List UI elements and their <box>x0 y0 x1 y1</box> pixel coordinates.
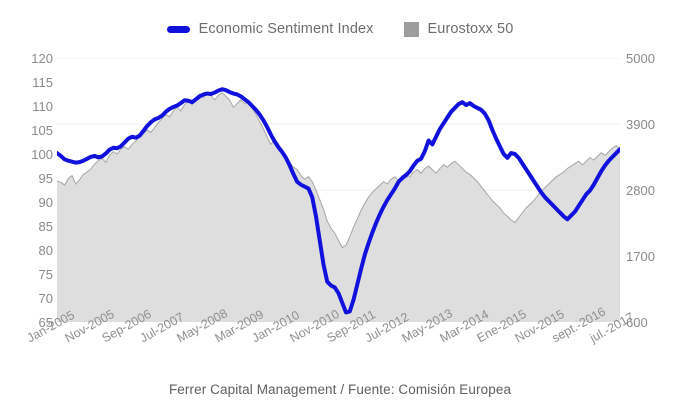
y-axis-left: 65 70 75 80 85 90 95 100 105 110 115 120 <box>9 52 53 329</box>
eurostoxx-area-series <box>57 92 620 322</box>
square-swatch-icon <box>403 21 419 37</box>
plot-area <box>57 58 620 322</box>
economic-sentiment-line-series <box>57 87 620 315</box>
y-axis-right-tick-label: 1700 <box>626 248 655 264</box>
y-axis-left-tick-label: 70 <box>38 290 53 306</box>
x-axis: Jan-2005 Nov-2005 Sep-2006 Jul-2007 May-2008… <box>0 304 680 382</box>
y-axis-left-tick-label: 115 <box>32 74 53 90</box>
legend-label-eurostoxx-50: Eurostoxx 50 <box>427 21 514 37</box>
legend-item-economic-sentiment-index[interactable]: Economic Sentiment Index <box>166 21 374 37</box>
line-swatch-icon <box>166 25 190 33</box>
legend-label-economic-sentiment-index: Economic Sentiment Index <box>198 21 374 37</box>
chart-svg <box>57 58 620 322</box>
y-axis-right: 600 1700 2800 3900 5000 <box>626 52 674 329</box>
y-axis-left-tick-label: 90 <box>38 194 53 210</box>
y-axis-right-tick-label: 5000 <box>626 50 655 66</box>
y-axis-left-tick-label: 75 <box>38 266 53 282</box>
y-axis-left-tick-label: 110 <box>32 98 53 114</box>
legend-item-eurostoxx-50[interactable]: Eurostoxx 50 <box>403 21 514 37</box>
y-axis-left-tick-label: 95 <box>38 170 53 186</box>
y-axis-left-tick-label: 85 <box>38 218 53 234</box>
y-axis-left-tick-label: 65 <box>38 314 53 330</box>
y-axis-left-tick-label: 80 <box>38 242 53 258</box>
footer-source-note: Ferrer Capital Management / Fuente: Comi… <box>168 382 512 397</box>
y-axis-left-tick-label: 120 <box>31 50 53 66</box>
y-axis-left-tick-label: 105 <box>31 122 53 138</box>
eurostoxx-area-outline <box>57 92 620 249</box>
y-axis-left-tick-label: 100 <box>31 146 53 162</box>
y-axis-right-tick-label: 600 <box>626 314 648 330</box>
y-axis-right-tick-label: 2800 <box>626 182 655 198</box>
y-axis-right-tick-label: 3900 <box>626 116 655 132</box>
chart-legend: Economic Sentiment Index Eurostoxx 50 <box>0 16 680 42</box>
